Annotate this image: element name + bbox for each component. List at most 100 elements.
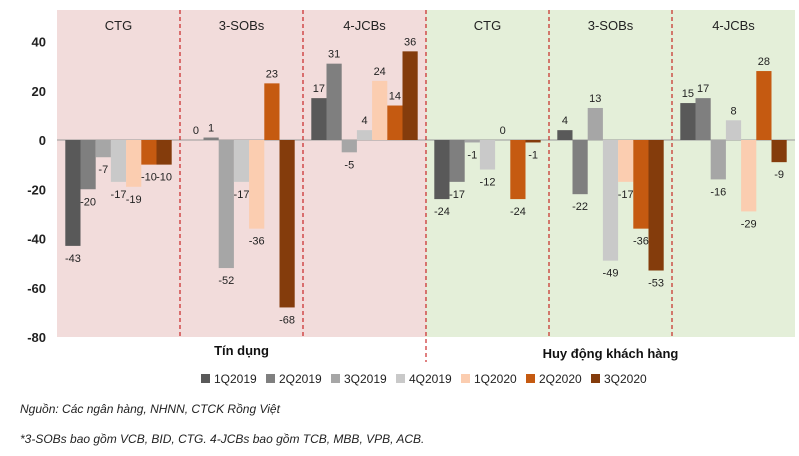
bar-4Q2019 <box>479 140 496 170</box>
bar-1Q2019 <box>557 130 573 140</box>
bar-1Q2019 <box>434 140 450 200</box>
footnote: *3-SOBs bao gồm VCB, BID, CTG. 4-JCBs ba… <box>20 432 425 446</box>
legend-label: 4Q2019 <box>409 372 452 386</box>
y-tick-label: -20 <box>27 182 46 197</box>
panel-title: Tín dụng <box>214 343 269 358</box>
data-label: 36 <box>404 36 416 48</box>
y-tick-label: 40 <box>32 35 46 50</box>
data-label: -43 <box>65 253 81 265</box>
bar-2Q2019 <box>449 140 465 182</box>
bar-4Q2019 <box>602 140 619 261</box>
source-note: Nguồn: Các ngân hàng, NHNN, CTCK Rồng Vi… <box>20 402 280 416</box>
data-label: -53 <box>648 278 664 290</box>
data-label: -17 <box>234 189 250 201</box>
data-label: -52 <box>218 275 234 287</box>
bar-2Q2019 <box>80 140 96 190</box>
panel-title: Huy động khách hàng <box>543 346 679 361</box>
y-tick-label: -40 <box>27 232 46 247</box>
data-label: -49 <box>603 268 619 280</box>
bar-2Q2019 <box>695 98 711 140</box>
legend-label: 3Q2019 <box>344 372 387 386</box>
data-label: 4 <box>361 115 367 127</box>
legend-label: 3Q2020 <box>604 372 647 386</box>
bar-2Q2020 <box>510 140 526 200</box>
data-label: -16 <box>710 186 726 198</box>
data-label: -68 <box>279 314 295 326</box>
data-label: -7 <box>98 164 108 176</box>
data-label: -19 <box>126 194 142 206</box>
data-label: -22 <box>572 201 588 213</box>
data-label: -24 <box>434 206 450 218</box>
bar-3Q2020 <box>402 51 418 140</box>
legend-swatch-3Q2019 <box>331 374 340 383</box>
legend-label: 1Q2019 <box>214 372 257 386</box>
data-label: 17 <box>313 83 325 95</box>
bar-1Q2020 <box>126 140 142 187</box>
group-label: 3-SOBs <box>219 18 265 33</box>
bar-2Q2020 <box>387 105 403 140</box>
legend-label: 2Q2020 <box>539 372 582 386</box>
legend-label: 2Q2019 <box>279 372 322 386</box>
data-label: -9 <box>774 169 784 181</box>
legend-swatch-2Q2020 <box>526 374 535 383</box>
data-label: 28 <box>758 56 770 68</box>
bar-2Q2020 <box>633 140 649 229</box>
bar-1Q2020 <box>249 140 265 229</box>
bar-1Q2019 <box>311 98 327 140</box>
bar-3Q2020 <box>279 140 295 308</box>
data-label: 8 <box>730 105 736 117</box>
group-label: 3-SOBs <box>588 18 634 33</box>
legend-label: 1Q2020 <box>474 372 517 386</box>
data-label: -24 <box>510 206 526 218</box>
data-label: -1 <box>467 149 477 161</box>
y-tick-label: -80 <box>27 330 46 345</box>
legend-swatch-3Q2020 <box>591 374 600 383</box>
group-label: CTG <box>474 18 501 33</box>
bar-3Q2020 <box>771 140 787 163</box>
bar-2Q2020 <box>141 140 157 165</box>
data-label: 23 <box>266 68 278 80</box>
group-label: CTG <box>105 18 132 33</box>
data-label: 17 <box>697 83 709 95</box>
bar-4Q2019 <box>110 140 127 182</box>
bar-3Q2020 <box>156 140 172 165</box>
legend-swatch-2Q2019 <box>266 374 275 383</box>
bar-2Q2019 <box>572 140 588 195</box>
legend-swatch-1Q2020 <box>461 374 470 383</box>
data-label: -12 <box>480 177 496 189</box>
bar-3Q2019 <box>710 140 726 180</box>
group-label: 4-JCBs <box>343 18 386 33</box>
bar-4Q2019 <box>725 120 742 140</box>
data-label: -29 <box>741 218 757 230</box>
bar-3Q2019 <box>587 107 603 140</box>
bar-4Q2019 <box>233 140 250 182</box>
data-label: 31 <box>328 49 340 61</box>
data-label: 1 <box>208 123 214 135</box>
data-label: 14 <box>389 91 401 103</box>
bar-1Q2020 <box>618 140 634 182</box>
bar-3Q2019 <box>95 140 111 158</box>
data-label: 4 <box>562 115 568 127</box>
data-label: 0 <box>193 125 199 137</box>
data-label: -17 <box>449 189 465 201</box>
data-label: -20 <box>80 196 96 208</box>
data-label: 0 <box>500 125 506 137</box>
y-tick-label: 0 <box>39 133 46 148</box>
bar-1Q2019 <box>680 103 696 140</box>
bar-1Q2020 <box>372 80 388 140</box>
bar-2Q2019 <box>326 63 342 140</box>
bar-2Q2020 <box>756 71 772 140</box>
data-label: -5 <box>344 159 354 171</box>
data-label: -17 <box>618 189 634 201</box>
legend-swatch-1Q2019 <box>201 374 210 383</box>
bar-3Q2019 <box>341 140 357 153</box>
y-tick-label: -60 <box>27 281 46 296</box>
data-label: -10 <box>141 172 157 184</box>
bar-3Q2019 <box>218 140 234 269</box>
bar-1Q2019 <box>65 140 81 246</box>
data-label: -36 <box>249 236 265 248</box>
bar-3Q2020 <box>648 140 664 271</box>
bar-2Q2019 <box>203 137 219 140</box>
data-label: -17 <box>111 189 127 201</box>
